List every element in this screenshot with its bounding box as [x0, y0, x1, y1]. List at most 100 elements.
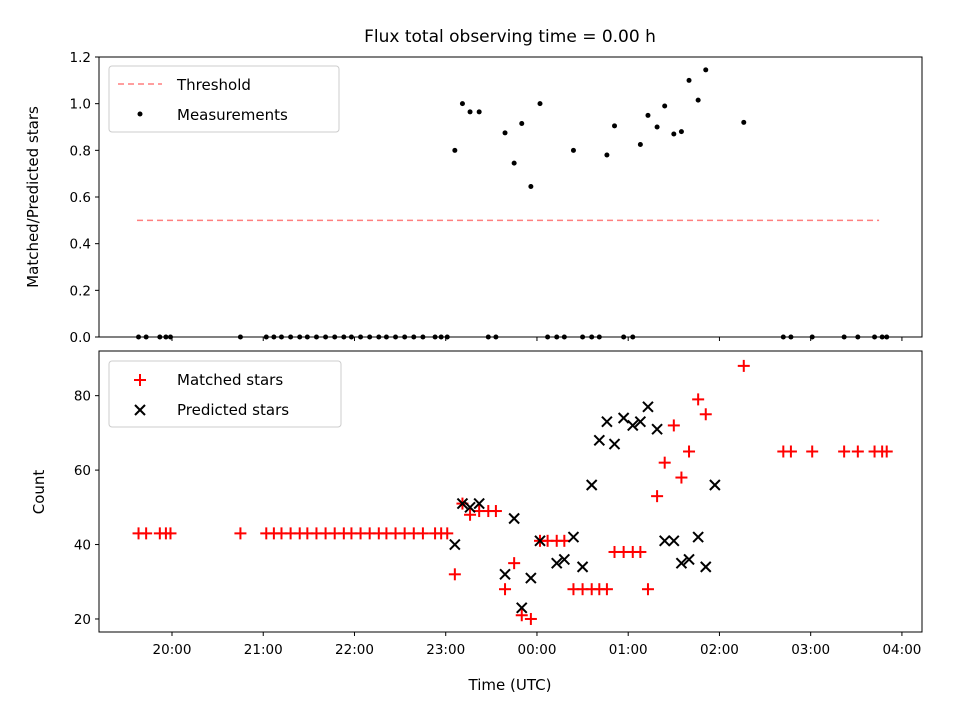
matched-star-point	[667, 419, 680, 432]
matched-star-point	[880, 445, 893, 458]
x-tick-label: 21:00	[244, 642, 283, 658]
predicted-star-point	[558, 553, 571, 566]
legend-measurements-label: Measurements	[177, 106, 288, 124]
matched-star-point	[851, 445, 864, 458]
x-tick-label: 02:00	[700, 642, 739, 658]
measurement-point	[645, 112, 651, 118]
measurement-point	[637, 142, 643, 147]
measurement-point	[671, 131, 677, 137]
predicted-star-point	[700, 561, 712, 573]
x-tick-label: 04:00	[882, 642, 921, 658]
x-tick-label: 00:00	[518, 642, 557, 658]
predicted-star-point	[601, 416, 613, 428]
chart-title: Flux total observing time = 0.00 h	[364, 27, 656, 47]
matched-star-point	[524, 612, 537, 625]
bottom-y-tick-label: 80	[74, 389, 91, 405]
predicted-star-point	[608, 438, 621, 450]
top-y-tick-label: 0.0	[70, 330, 91, 346]
top-y-tick-label: 0.4	[70, 237, 91, 253]
matched-star-point	[806, 445, 819, 458]
measurement-point	[570, 147, 576, 153]
top-y-tick-label: 1.2	[70, 50, 91, 66]
matched-star-point	[634, 545, 647, 558]
top-y-ticks: 0.0 0.2 0.4 0.6 0.8 1.0 1.2	[70, 50, 99, 346]
measurement-point	[654, 124, 660, 130]
predicted-star-point	[525, 572, 537, 584]
matched-star-point	[692, 393, 705, 406]
matched-star-point	[784, 445, 797, 458]
measurement-point	[459, 101, 465, 107]
x-tick-label: 22:00	[335, 642, 374, 658]
predicted-star-point	[456, 497, 469, 510]
matched-star-point	[464, 508, 477, 521]
predicted-star-point	[585, 479, 598, 491]
measurement-point	[452, 147, 458, 153]
predicted-star-point	[576, 561, 589, 573]
predicted-star-point	[499, 568, 511, 581]
measurement-point	[612, 123, 618, 129]
bottom-y-ticks: 20 40 60 80	[74, 389, 99, 628]
predicted-star-point	[627, 419, 639, 432]
top-y-tick-label: 1.0	[70, 97, 91, 113]
bottom-legend-box	[108, 360, 342, 428]
measurement-point	[604, 152, 610, 158]
matched-star-point	[658, 456, 671, 469]
top-legend-box	[108, 65, 340, 133]
top-y-tick-label: 0.2	[70, 283, 91, 299]
measurement-point	[519, 121, 525, 126]
predicted-star-point	[567, 531, 580, 543]
matched-star-point	[416, 527, 429, 540]
matched-star-point	[600, 583, 613, 596]
matched-star-point	[675, 471, 688, 484]
predicted-star-point	[709, 479, 721, 491]
top-legend: Threshold Measurements	[108, 65, 340, 133]
bottom-y-axis-label: Count	[30, 470, 48, 515]
matched-star-point	[448, 568, 461, 581]
top-panel: 0.0 0.2 0.4 0.6 0.8 1.0 1.2 Matched/Predicted …	[24, 50, 923, 346]
measurement-point	[511, 160, 517, 166]
bottom-plot-frame	[98, 350, 923, 633]
bottom-y-tick-label: 40	[74, 538, 91, 554]
matched-star-point	[683, 445, 696, 458]
predicted-star-point	[683, 553, 695, 566]
matched-star-point	[164, 527, 177, 540]
matched-star-point	[838, 445, 851, 458]
bottom-x-ticks: 20:00 21:00 22:00 23:00 00:00 01:00 02:00 03:00…	[153, 632, 921, 658]
predicted-star-point	[642, 401, 654, 413]
x-axis-label: Time (UTC)	[468, 676, 552, 694]
predicted-star-point	[473, 497, 485, 510]
predicted-star-point	[464, 501, 476, 514]
predicted-star-point	[675, 557, 688, 569]
legend-measurements-swatch	[137, 111, 143, 117]
predicted-star-point	[651, 423, 663, 435]
predicted-star-point	[449, 538, 461, 551]
legend-predicted-label: Predicted stars	[177, 401, 289, 419]
predicted-star-point	[508, 512, 520, 525]
matched-star-point	[737, 359, 750, 372]
predicted-stars-points	[449, 401, 721, 614]
bottom-y-tick-label: 60	[74, 463, 91, 479]
predicted-star-point	[658, 535, 671, 547]
top-plot-frame	[98, 56, 923, 338]
legend-matched-swatch	[134, 374, 146, 386]
predicted-star-point	[534, 535, 546, 547]
x-tick-label: 23:00	[426, 642, 465, 658]
x-tick-label: 03:00	[791, 642, 830, 658]
legend-predicted-swatch	[134, 404, 146, 416]
top-y-tick-label: 0.6	[70, 190, 91, 206]
predicted-star-point	[668, 535, 680, 547]
measurement-point	[662, 103, 668, 109]
matched-star-point	[489, 505, 502, 518]
legend-threshold-label: Threshold	[176, 76, 251, 94]
predicted-star-point	[516, 602, 528, 614]
matched-star-point	[699, 408, 712, 421]
bottom-legend: Matched stars Predicted stars	[108, 360, 342, 428]
predicted-star-point	[593, 434, 606, 447]
bottom-y-tick-label: 20	[74, 612, 91, 628]
measurement-point	[528, 184, 534, 189]
measurement-point	[678, 129, 684, 135]
predicted-star-point	[692, 531, 704, 543]
matched-stars-points	[132, 359, 893, 625]
measurement-point	[686, 77, 692, 83]
measurement-point	[741, 119, 747, 125]
